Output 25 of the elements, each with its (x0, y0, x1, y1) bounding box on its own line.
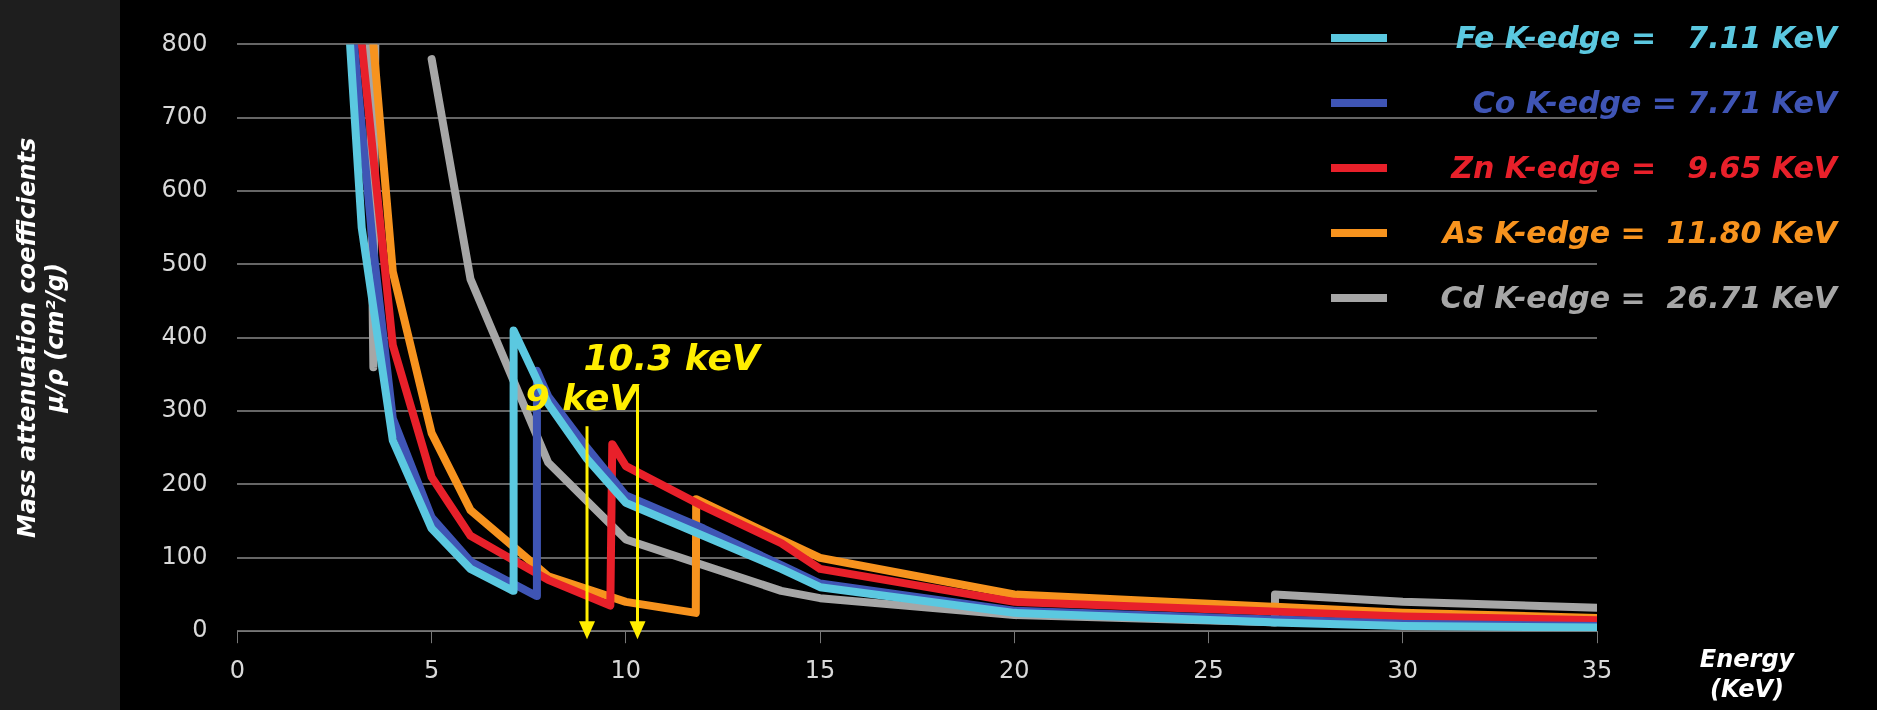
x-tick-label: 15 (804, 655, 836, 684)
annotation: 10.3 keV (583, 336, 763, 378)
x-tick-label: 30 (1387, 655, 1419, 684)
legend-label: Fe K-edge = 7.11 KeV (1454, 20, 1837, 55)
y-tick-label: 400 (161, 322, 208, 351)
y-tick-label: 300 (161, 395, 208, 424)
legend-label: Cd K-edge = 26.71 KeV (1439, 280, 1837, 315)
text: Co K-edge = 7.71 KeV (1471, 85, 1837, 120)
y-tick-label: 700 (161, 101, 208, 130)
legend-label: As K-edge = 11.80 KeV (1440, 215, 1837, 250)
y-tick-label: 800 (161, 28, 208, 57)
y-tick-label: 500 (161, 248, 208, 277)
y-tick-label: 0 (192, 615, 208, 644)
x-tick-label: 25 (1193, 655, 1224, 684)
x-tick-label: 10 (610, 655, 642, 684)
x-tick-label: 20 (999, 655, 1030, 684)
x-axis-title: Energy (KeV) (1699, 645, 1796, 704)
x-tick-label: 5 (424, 655, 440, 684)
y-tick-label: 100 (161, 542, 208, 571)
legend-label: Zn K-edge = 9.65 KeV (1449, 150, 1837, 185)
y-tick-label: 200 (161, 468, 208, 497)
x-tick-label: 0 (229, 655, 246, 684)
x-tick-label: 35 (1581, 655, 1613, 684)
y-axis-title: Mass attenuation coefficients μ/ρ (cm²/g) (12, 137, 70, 538)
y-tick-label: 600 (161, 175, 208, 204)
